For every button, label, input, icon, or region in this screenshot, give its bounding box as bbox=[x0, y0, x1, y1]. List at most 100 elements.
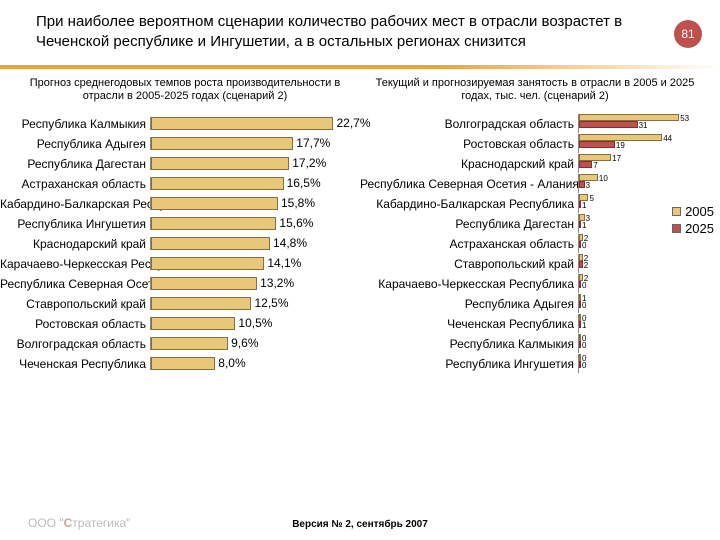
left-chart-row: Волгоградская область9,6% bbox=[0, 334, 360, 353]
right-row-label: Ставропольский край bbox=[360, 257, 578, 271]
right-row-label: Чеченская Республика bbox=[360, 317, 578, 331]
left-bar-track: 14,1% bbox=[150, 257, 360, 270]
right-bar-2005: 2 bbox=[579, 234, 583, 241]
right-bar-2025: 2 bbox=[579, 261, 583, 268]
right-row-label: Волгоградская область bbox=[360, 117, 578, 131]
right-bar-track: 01 bbox=[578, 314, 683, 333]
left-bar: 12,5% bbox=[151, 297, 251, 310]
left-bar-track: 17,2% bbox=[150, 157, 360, 170]
left-bar: 17,2% bbox=[151, 157, 289, 170]
left-bar-track: 9,6% bbox=[150, 337, 360, 350]
right-bar-2025: 19 bbox=[579, 141, 615, 148]
left-chart-title: Прогноз среднегодовых темпов роста произ… bbox=[10, 75, 360, 107]
left-bar-track: 10,5% bbox=[150, 317, 360, 330]
right-chart-title: Текущий и прогнозируемая занятость в отр… bbox=[360, 75, 710, 107]
left-chart-row: Республика Дагестан17,2% bbox=[0, 154, 360, 173]
right-bar-2025-value: 0 bbox=[582, 281, 586, 290]
right-chart-row: Республика Северная Осетия - Алания103 bbox=[360, 174, 720, 193]
left-row-label: Карачаево-Черкесская Республика bbox=[0, 257, 150, 271]
right-bar-track: 22 bbox=[578, 254, 683, 273]
right-chart: 2005 2025 Волгоградская область5331Росто… bbox=[360, 114, 720, 374]
right-bar-2005: 0 bbox=[579, 314, 581, 321]
right-bar-2025: 7 bbox=[579, 161, 592, 168]
right-bar-2005: 17 bbox=[579, 154, 611, 161]
right-chart-row: Республика Адыгея10 bbox=[360, 294, 720, 313]
divider-bar bbox=[0, 65, 720, 69]
right-bar-2005: 3 bbox=[579, 214, 585, 221]
right-bar-track: 44 19 bbox=[578, 134, 683, 153]
right-chart-row: Карачаево-Черкесская Республика20 bbox=[360, 274, 720, 293]
right-bar-2005: 0 bbox=[579, 354, 581, 361]
right-bar-2005: 0 bbox=[579, 334, 581, 341]
legend-label-2005: 2005 bbox=[685, 204, 714, 219]
left-chart-row: Республика Адыгея17,7% bbox=[0, 134, 360, 153]
right-bar-2005: 2 bbox=[579, 274, 583, 281]
left-chart-row: Республика Ингушетия15,6% bbox=[0, 214, 360, 233]
right-bar-2025: 31 bbox=[579, 121, 638, 128]
left-chart-row: Астраханская область16,5% bbox=[0, 174, 360, 193]
right-bar-2005-value: 17 bbox=[612, 154, 621, 163]
right-chart-row: Республика Калмыкия00 bbox=[360, 334, 720, 353]
left-row-label: Республика Ингушетия bbox=[0, 217, 150, 231]
left-bar-value: 15,6% bbox=[279, 216, 313, 230]
slide-header: При наиболее вероятном сценарии количест… bbox=[0, 0, 720, 65]
left-bar: 10,5% bbox=[151, 317, 235, 330]
left-chart-row: Карачаево-Черкесская Республика 14,1% bbox=[0, 254, 360, 273]
right-row-label: Республика Дагестан bbox=[360, 217, 578, 231]
left-bar: 15,8% bbox=[151, 197, 278, 210]
right-bar-2025: 1 bbox=[579, 321, 581, 328]
right-chart-row: Республика Дагестан31 bbox=[360, 214, 720, 233]
left-bar-track: 14,8% bbox=[150, 237, 360, 250]
left-bar: 13,2% bbox=[151, 277, 257, 290]
left-bar-value: 12,5% bbox=[254, 296, 288, 310]
left-bar: 15,6% bbox=[151, 217, 276, 230]
right-bar-2005: 5 bbox=[579, 194, 588, 201]
right-bar-track: 177 bbox=[578, 154, 683, 173]
left-bar-track: 15,8% bbox=[150, 197, 360, 210]
right-bar-2025-value: 1 bbox=[582, 321, 586, 330]
left-bar-value: 16,5% bbox=[287, 176, 321, 190]
left-row-label: Республика Дагестан bbox=[0, 157, 150, 171]
left-bar-value: 9,6% bbox=[231, 336, 258, 350]
right-bar-2005-value: 53 bbox=[680, 114, 689, 123]
left-row-label: Республика Северная Осетия - Алания bbox=[0, 277, 150, 291]
left-bar: 9,6% bbox=[151, 337, 228, 350]
right-chart-row: Республика Ингушетия00 bbox=[360, 354, 720, 373]
left-bar-value: 17,7% bbox=[296, 136, 330, 150]
right-bar-2025-value: 0 bbox=[582, 301, 586, 310]
right-bar-track: 51 bbox=[578, 194, 683, 213]
right-row-label: Ростовская область bbox=[360, 137, 578, 151]
left-bar-track: 17,7% bbox=[150, 137, 360, 150]
right-bar-2005-value: 44 bbox=[663, 134, 672, 143]
left-bar: 16,5% bbox=[151, 177, 284, 190]
left-row-label: Кабардино-Балкарская Республика bbox=[0, 197, 150, 211]
right-bar-2025-value: 7 bbox=[593, 161, 597, 170]
left-row-label: Ростовская область bbox=[0, 317, 150, 331]
right-bar-2005-value: 10 bbox=[599, 174, 608, 183]
left-bar-value: 14,8% bbox=[273, 236, 307, 250]
right-bar-2025-value: 1 bbox=[582, 201, 586, 210]
left-bar-value: 14,1% bbox=[267, 256, 301, 270]
right-bar-2025-value: 0 bbox=[582, 241, 586, 250]
right-chart-row: Астраханская область20 bbox=[360, 234, 720, 253]
left-chart-row: Республика Северная Осетия - Алания13,2% bbox=[0, 274, 360, 293]
left-bar-value: 17,2% bbox=[292, 156, 326, 170]
left-bar-value: 13,2% bbox=[260, 276, 294, 290]
right-bar-2005: 2 bbox=[579, 254, 583, 261]
right-bar-track: 20 bbox=[578, 274, 683, 293]
right-bar-2005: 10 bbox=[579, 174, 598, 181]
right-row-label: Кабардино-Балкарская Республика bbox=[360, 197, 578, 211]
right-bar-track: 103 bbox=[578, 174, 683, 193]
left-bar: 17,7% bbox=[151, 137, 293, 150]
left-bar: 22,7% bbox=[151, 117, 333, 130]
page-number-badge: 81 bbox=[674, 20, 702, 48]
right-bar-2025-value: 2 bbox=[584, 261, 588, 270]
left-bar-track: 22,7% bbox=[150, 117, 360, 130]
left-chart-row: Кабардино-Балкарская Республика15,8% bbox=[0, 194, 360, 213]
left-chart-row: Краснодарский край14,8% bbox=[0, 234, 360, 253]
right-bar-track: 20 bbox=[578, 234, 683, 253]
left-row-label: Астраханская область bbox=[0, 177, 150, 191]
right-row-label: Астраханская область bbox=[360, 237, 578, 251]
left-bar-track: 8,0% bbox=[150, 357, 360, 370]
charts-container: Республика Калмыкия22,7%Республика Адыге… bbox=[0, 106, 720, 374]
